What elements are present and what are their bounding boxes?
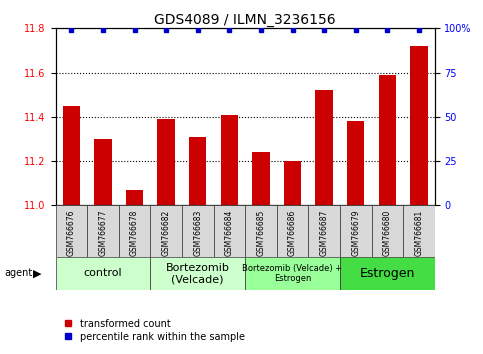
Text: GSM766682: GSM766682 — [162, 210, 170, 256]
Bar — [284, 161, 301, 205]
Text: agent: agent — [5, 268, 33, 279]
Bar — [150, 257, 245, 290]
Bar — [87, 205, 119, 257]
Text: GSM766677: GSM766677 — [99, 210, 107, 256]
Bar — [245, 257, 340, 290]
Text: Bortezomib (Velcade) +
Estrogen: Bortezomib (Velcade) + Estrogen — [242, 264, 342, 283]
Text: GSM766683: GSM766683 — [193, 210, 202, 256]
Bar — [347, 121, 364, 205]
Text: GSM766678: GSM766678 — [130, 210, 139, 256]
Bar — [56, 205, 87, 257]
Bar — [63, 106, 80, 205]
Bar — [189, 137, 206, 205]
Text: GSM766680: GSM766680 — [383, 210, 392, 256]
Text: Bortezomib
(Velcade): Bortezomib (Velcade) — [166, 263, 229, 284]
Text: GSM766686: GSM766686 — [288, 210, 297, 256]
Bar — [245, 205, 277, 257]
Bar — [315, 90, 333, 205]
Bar — [119, 205, 150, 257]
Text: GSM766685: GSM766685 — [256, 210, 266, 256]
Text: Estrogen: Estrogen — [360, 267, 415, 280]
Bar — [157, 119, 175, 205]
Text: control: control — [84, 268, 122, 279]
Text: GSM766687: GSM766687 — [320, 210, 328, 256]
Title: GDS4089 / ILMN_3236156: GDS4089 / ILMN_3236156 — [154, 13, 336, 27]
Bar — [371, 205, 403, 257]
Bar — [221, 115, 238, 205]
Legend: transformed count, percentile rank within the sample: transformed count, percentile rank withi… — [60, 315, 249, 346]
Bar — [379, 75, 396, 205]
Bar — [308, 205, 340, 257]
Bar — [213, 205, 245, 257]
Bar — [252, 152, 270, 205]
Text: ▶: ▶ — [33, 268, 42, 279]
Bar — [410, 46, 427, 205]
Bar — [182, 205, 213, 257]
Bar — [56, 257, 150, 290]
Text: GSM766684: GSM766684 — [225, 210, 234, 256]
Bar — [340, 257, 435, 290]
Bar — [277, 205, 308, 257]
Bar — [126, 190, 143, 205]
Bar — [340, 205, 371, 257]
Text: GSM766676: GSM766676 — [67, 210, 76, 256]
Text: GSM766681: GSM766681 — [414, 210, 424, 256]
Bar — [94, 139, 112, 205]
Bar — [403, 205, 435, 257]
Bar — [150, 205, 182, 257]
Text: GSM766679: GSM766679 — [351, 210, 360, 256]
